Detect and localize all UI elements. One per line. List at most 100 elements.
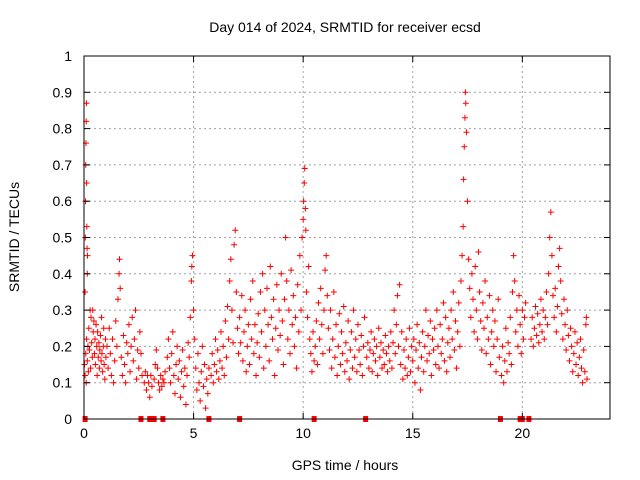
- data-point: [179, 347, 186, 354]
- data-point: [576, 354, 583, 361]
- data-point: [461, 143, 468, 150]
- data-point: [392, 350, 399, 357]
- data-point: [210, 379, 217, 386]
- data-point: [423, 357, 430, 364]
- data-point: [160, 379, 167, 386]
- data-point: [306, 336, 313, 343]
- data-point: [157, 372, 164, 379]
- data-point: [460, 223, 467, 230]
- data-point: [478, 347, 485, 354]
- data-point: [367, 347, 374, 354]
- data-point: [346, 376, 353, 383]
- data-point: [383, 350, 390, 357]
- data-point: [96, 365, 103, 372]
- data-point: [363, 354, 370, 361]
- data-point: [84, 252, 91, 259]
- data-point: [571, 328, 578, 335]
- data-point: [337, 361, 344, 368]
- data-point: [336, 310, 343, 317]
- data-point: [461, 114, 468, 121]
- data-point: [219, 365, 226, 372]
- data-point: [281, 296, 288, 303]
- data-point: [533, 332, 540, 339]
- data-point: [265, 321, 272, 328]
- data-point: [278, 270, 285, 277]
- data-point: [388, 365, 395, 372]
- data-point: [385, 343, 392, 350]
- data-point: [209, 350, 216, 357]
- data-point: [361, 314, 368, 321]
- data-point: [408, 343, 415, 350]
- data-point: [153, 347, 160, 354]
- data-point: [224, 303, 231, 310]
- data-point: [335, 343, 342, 350]
- data-point: [246, 361, 253, 368]
- data-point: [248, 336, 255, 343]
- data-point: [97, 332, 104, 339]
- data-point: [166, 365, 173, 372]
- data-point: [433, 307, 440, 314]
- data-point: [498, 372, 505, 379]
- data-point: [325, 325, 332, 332]
- data-point: [370, 350, 377, 357]
- data-point: [564, 307, 571, 314]
- chart-title: Day 014 of 2024, SRMTID for receiver ecs…: [209, 19, 481, 35]
- data-point: [308, 368, 315, 375]
- data-point: [145, 379, 152, 386]
- data-point: [143, 386, 150, 393]
- data-point: [384, 368, 391, 375]
- data-point: [452, 317, 459, 324]
- data-point: [271, 372, 278, 379]
- data-point: [358, 332, 365, 339]
- data-point: [98, 350, 105, 357]
- data-point: [542, 314, 549, 321]
- data-point: [249, 278, 256, 285]
- data-point: [342, 339, 349, 346]
- data-point: [266, 357, 273, 364]
- data-point: [548, 252, 555, 259]
- data-point: [349, 365, 356, 372]
- data-point: [245, 321, 252, 328]
- data-point: [98, 314, 105, 321]
- data-point: [331, 354, 338, 361]
- data-point: [184, 372, 191, 379]
- data-point: [416, 339, 423, 346]
- y-tick-label: 0.2: [53, 338, 73, 354]
- data-point: [279, 317, 286, 324]
- data-point: [483, 350, 490, 357]
- data-point: [187, 314, 194, 321]
- data-point: [365, 365, 372, 372]
- y-tick-label: 0.5: [53, 230, 73, 246]
- data-point: [230, 339, 237, 346]
- data-point: [110, 379, 117, 386]
- data-point: [119, 372, 126, 379]
- data-point: [462, 89, 469, 96]
- data-point: [106, 325, 113, 332]
- data-point: [113, 343, 120, 350]
- data-point: [107, 350, 114, 357]
- data-point: [91, 336, 98, 343]
- data-point: [151, 376, 158, 383]
- data-point: [159, 376, 166, 383]
- data-point: [583, 376, 590, 383]
- data-point: [560, 296, 567, 303]
- data-point: [295, 328, 302, 335]
- data-point: [83, 223, 90, 230]
- data-point: [410, 336, 417, 343]
- data-point: [99, 368, 106, 375]
- data-point: [222, 317, 229, 324]
- data-point: [239, 357, 246, 364]
- data-point: [522, 299, 529, 306]
- data-point: [377, 339, 384, 346]
- data-point: [262, 343, 269, 350]
- data-point: [582, 321, 589, 328]
- data-point: [553, 328, 560, 335]
- data-point: [354, 321, 361, 328]
- data-point: [170, 372, 177, 379]
- data-point: [301, 165, 308, 172]
- data-point: [445, 325, 452, 332]
- data-point: [123, 339, 130, 346]
- data-point: [129, 314, 136, 321]
- data-point: [505, 339, 512, 346]
- data-point: [351, 354, 358, 361]
